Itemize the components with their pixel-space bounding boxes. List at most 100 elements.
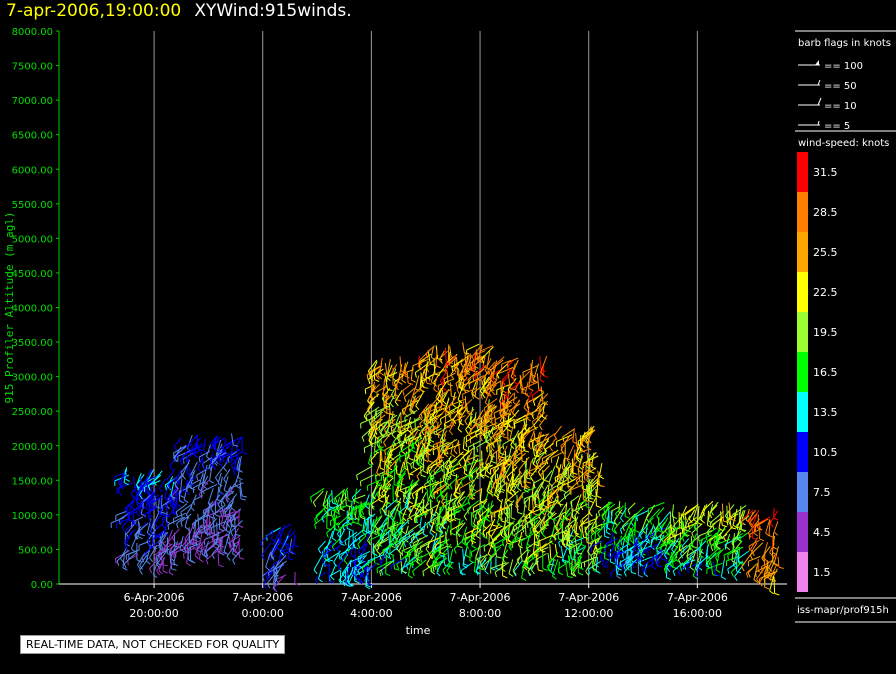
wind-barb xyxy=(368,451,373,464)
wind-barb xyxy=(372,516,378,533)
wind-barb-flag xyxy=(198,457,201,463)
wind-barb xyxy=(369,365,381,373)
wind-barb xyxy=(457,491,466,502)
wind-barb-flag xyxy=(186,562,191,567)
wind-barb-flag xyxy=(442,553,446,558)
wind-barb-flag xyxy=(487,418,492,424)
wind-barb xyxy=(390,363,398,376)
wind-barb xyxy=(364,513,376,521)
wind-barb xyxy=(530,467,539,477)
wind-barb-flag xyxy=(419,423,422,429)
wind-barb xyxy=(594,522,598,540)
wind-barb xyxy=(586,469,589,481)
wind-barb-flag xyxy=(135,500,141,505)
wind-barb xyxy=(363,401,375,417)
wind-barb xyxy=(458,562,462,574)
wind-barb xyxy=(226,525,233,542)
wind-barb xyxy=(559,509,569,526)
wind-barb-flag xyxy=(184,526,190,531)
wind-barb-flag xyxy=(185,491,190,496)
wind-barb xyxy=(347,507,351,518)
wind-barb-flag xyxy=(757,570,763,574)
wind-barb-flag xyxy=(404,538,409,543)
wind-barb-flag xyxy=(769,522,774,528)
wind-barb xyxy=(702,500,714,512)
wind-barb xyxy=(420,551,433,559)
wind-barb xyxy=(378,528,387,544)
wind-barb-flag xyxy=(418,434,422,440)
wind-barb-flag xyxy=(505,463,511,466)
wind-barb-flag xyxy=(751,551,755,557)
wind-barb-flag xyxy=(443,451,449,455)
wind-barb xyxy=(519,374,522,389)
wind-barb xyxy=(409,531,421,544)
wind-barb-flag xyxy=(453,449,458,455)
wind-barb xyxy=(346,566,350,585)
wind-barb xyxy=(635,532,640,547)
wind-barb-flag xyxy=(774,592,780,596)
wind-barb-flag xyxy=(524,393,530,398)
wind-barb-flag xyxy=(741,529,747,532)
wind-barb xyxy=(227,493,238,507)
wind-barb xyxy=(331,505,345,512)
wind-barb xyxy=(706,520,718,533)
wind-barb xyxy=(472,353,476,372)
wind-barb xyxy=(468,375,484,385)
wind-barb-flag xyxy=(444,481,450,486)
wind-barb-flag xyxy=(425,376,431,380)
wind-barb xyxy=(376,405,389,413)
wind-barb xyxy=(180,462,190,473)
wind-barb xyxy=(163,536,173,548)
wind-barb xyxy=(202,457,213,465)
wind-barb-flag xyxy=(588,569,590,575)
wind-barb-flag xyxy=(217,482,223,487)
x-tick-time: 16:00:00 xyxy=(673,607,722,620)
barb-sample-flag xyxy=(817,79,821,86)
wind-barb xyxy=(379,555,385,567)
wind-barb xyxy=(509,426,514,440)
wind-barb-flag xyxy=(266,583,271,589)
wind-barb xyxy=(432,409,446,424)
wind-barb-flag xyxy=(679,566,683,572)
wind-barb xyxy=(613,509,623,522)
wind-barb xyxy=(582,455,599,464)
wind-barbs xyxy=(110,342,784,596)
wind-barb xyxy=(533,413,544,426)
wind-barb xyxy=(444,410,447,426)
barb-legend-label: == 50 xyxy=(824,81,857,92)
wind-barb xyxy=(384,442,397,451)
wind-barb xyxy=(547,558,552,570)
wind-barb-flag xyxy=(456,411,462,416)
wind-barb-flag xyxy=(512,570,517,575)
wind-barb xyxy=(433,531,444,547)
wind-barb-flag xyxy=(661,539,664,545)
wind-barb xyxy=(755,564,769,573)
wind-barb xyxy=(430,413,443,421)
wind-barb-flag xyxy=(524,485,530,489)
wind-barb-flag xyxy=(520,445,526,449)
wind-barb xyxy=(219,441,233,450)
wind-barb xyxy=(699,505,706,519)
wind-barb xyxy=(381,494,390,510)
wind-barb xyxy=(180,513,192,523)
wind-barb xyxy=(484,404,496,418)
wind-barb-flag xyxy=(465,436,468,442)
wind-barb-flag xyxy=(186,445,190,451)
wind-barb xyxy=(530,363,534,382)
wind-barb-flag xyxy=(354,500,360,504)
wind-barb-flag xyxy=(483,416,487,422)
wind-barb xyxy=(382,472,386,489)
wind-barb-flag xyxy=(318,578,323,583)
wind-barb-flag xyxy=(377,531,382,537)
wind-barb xyxy=(367,359,378,372)
wind-barb xyxy=(397,430,407,439)
wind-barb xyxy=(505,382,520,394)
wind-barb-flag xyxy=(347,516,353,521)
wind-barb-flag xyxy=(400,490,405,494)
wind-barb xyxy=(486,380,496,392)
wind-barb-flag xyxy=(479,475,485,479)
wind-barb xyxy=(763,570,778,580)
wind-barb-flag xyxy=(398,550,403,556)
wind-barb-flag xyxy=(433,494,436,500)
wind-barb xyxy=(198,531,203,548)
